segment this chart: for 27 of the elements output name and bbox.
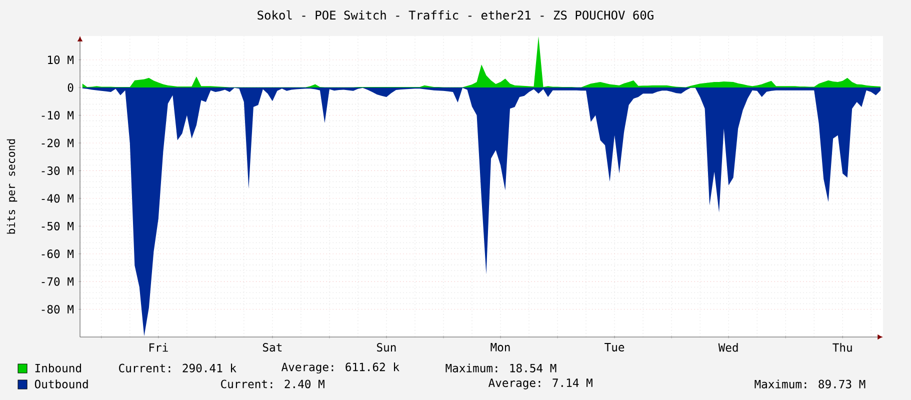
x-tick-label: Fri [149, 343, 168, 352]
x-tick-label: Tue [604, 343, 624, 352]
y-tick-label: -20 M [42, 138, 74, 148]
y-tick-label: 0 [68, 83, 74, 92]
legend-label: Inbound [35, 364, 81, 372]
text: Average: 7.14 M [488, 378, 592, 390]
chart-title: Sokol - POE Switch - Traffic - ether21 - ZS POUCHOV 60G [258, 10, 654, 20]
x-tick-label: Sun [377, 343, 396, 352]
text: Maximum: 18.54 M [446, 364, 556, 372]
y-tick-label: -60 M [42, 250, 74, 258]
y-tick-label: -80 M [42, 304, 74, 314]
x-tick-label: Mon [490, 343, 510, 352]
x-tick-label: Sat [262, 343, 282, 352]
y-tick-label: -10 M [42, 110, 74, 120]
text: Maximum: 89.73 M [754, 380, 866, 388]
y-axis-title: bits per second [6, 139, 18, 234]
text: Current: 2.40 M [221, 380, 324, 388]
text: Current: 290.41 k [119, 364, 236, 372]
x-tick-label: Wed [718, 343, 738, 352]
legend-label: Outbound [34, 380, 88, 388]
x-tick-label: Thu [832, 343, 852, 352]
y-tick-label: 10 M [48, 56, 74, 64]
y-tick-label: -30 M [42, 166, 74, 175]
y-tick-label: -40 M [42, 194, 74, 203]
y-tick-label: -70 M [42, 277, 74, 286]
text: Average: 611.62 k [281, 362, 400, 374]
y-tick-label: -50 M [42, 222, 74, 230]
